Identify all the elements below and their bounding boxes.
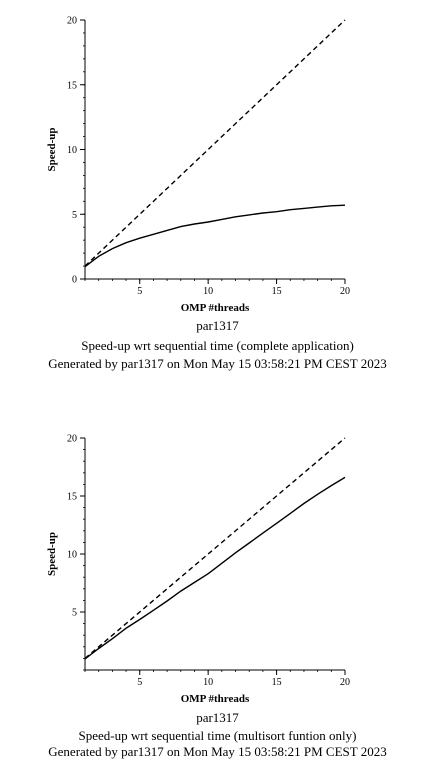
y-tick-label: 0	[72, 275, 77, 286]
x-tick-label: 5	[137, 286, 142, 297]
y-tick-label: 15	[67, 492, 77, 503]
speedup-plot-multisort-function: 5 10 15 20 5 10 15 20 OMP #threads Speed-up	[46, 434, 350, 706]
speedup-chart-multisort-function: 5 10 15 20 5 10 15 20 OMP #threads Speed-up par13…	[0, 418, 435, 782]
y-axis-title: Speed-up	[46, 532, 58, 576]
y-tick-label: 10	[67, 550, 77, 561]
y-axis-title: Speed-up	[46, 127, 58, 171]
x-tick-label: 10	[203, 677, 213, 688]
y-tick-label: 10	[67, 145, 77, 156]
x-tick-label: 10	[203, 286, 213, 297]
speedup-chart-complete-application: 5 10 15 20 0 5 10 15 20 OMP #threads Speed-up par1…	[46, 16, 387, 372]
chart-caption-generated: Generated by par1317 on Mon May 15 03:58…	[48, 356, 387, 371]
x-axis-title: OMP #threads	[181, 302, 250, 314]
x-tick-label: 15	[272, 286, 282, 297]
chart-caption-author: par1317	[196, 318, 239, 333]
chart-caption-generated: Generated by par1317 on Mon May 15 03:58…	[48, 744, 387, 759]
y-tick-label: 5	[72, 608, 77, 619]
measured-speedup-line	[84, 204, 346, 268]
y-tick-label: 20	[67, 16, 77, 27]
x-tick-label: 20	[340, 677, 350, 688]
x-axis-title: OMP #threads	[181, 693, 250, 705]
chart-caption-title: Speed-up wrt sequential time (multisort …	[78, 728, 357, 743]
x-tick-label: 20	[340, 286, 350, 297]
x-tick-label: 15	[272, 677, 282, 688]
chart-caption-author: par1317	[196, 710, 239, 725]
y-tick-label: 5	[72, 210, 77, 221]
measured-speedup-line	[84, 476, 346, 660]
chart-caption-title: Speed-up wrt sequential time (complete a…	[81, 338, 354, 353]
x-tick-label: 5	[137, 677, 142, 688]
speedup-plot-complete-application: 5 10 15 20 0 5 10 15 20 OMP #threads Speed-up	[46, 16, 350, 315]
y-tick-label: 20	[67, 434, 77, 445]
ideal-speedup-line	[84, 437, 346, 659]
y-tick-label: 15	[67, 80, 77, 91]
ideal-speedup-line	[84, 19, 346, 267]
